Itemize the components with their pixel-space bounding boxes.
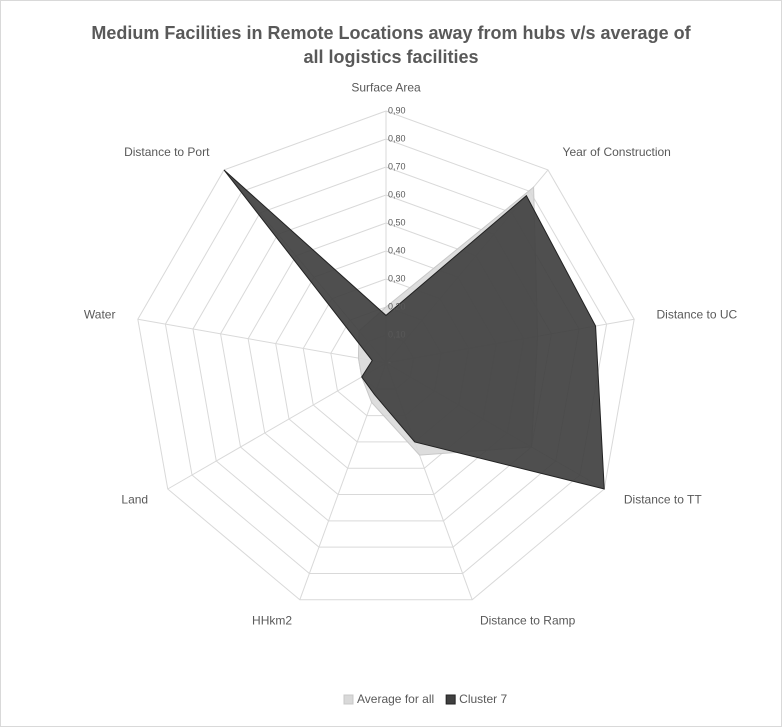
tick-label: 0,80	[388, 133, 406, 143]
chart-title: Medium Facilities in Remote Locations aw…	[91, 23, 691, 67]
grid-ring	[164, 138, 608, 574]
tick-label: 0,90	[388, 105, 406, 115]
category-label: Distance to Port	[124, 145, 210, 159]
category-label: Distance to UC	[657, 307, 738, 321]
category-label: Year of Construction	[563, 145, 671, 159]
spoke	[137, 318, 387, 364]
legend-swatch	[445, 694, 456, 705]
legend-label: Average for all	[357, 692, 434, 706]
spoke	[167, 362, 387, 490]
tick-label: 0,30	[388, 273, 406, 283]
category-label: Surface Area	[351, 80, 421, 94]
tick-label: 0,50	[388, 217, 406, 227]
category-label: Distance to TT	[624, 493, 702, 507]
category-label: Water	[84, 307, 116, 321]
category-label: HHkm2	[252, 613, 292, 627]
tick-label: 0,70	[388, 161, 406, 171]
legend-swatch	[343, 694, 354, 705]
tick-label: 0,60	[388, 189, 406, 199]
tick-label: 0,40	[388, 245, 406, 255]
category-label: Distance to Ramp	[480, 613, 576, 627]
grid-ring	[137, 110, 635, 601]
category-label: Land	[121, 493, 148, 507]
tick-label: 0,20	[388, 301, 406, 311]
tick-label: -	[388, 357, 391, 367]
legend-label: Cluster 7	[459, 692, 507, 706]
tick-label: 0,10	[388, 329, 406, 339]
series-area	[223, 169, 605, 490]
